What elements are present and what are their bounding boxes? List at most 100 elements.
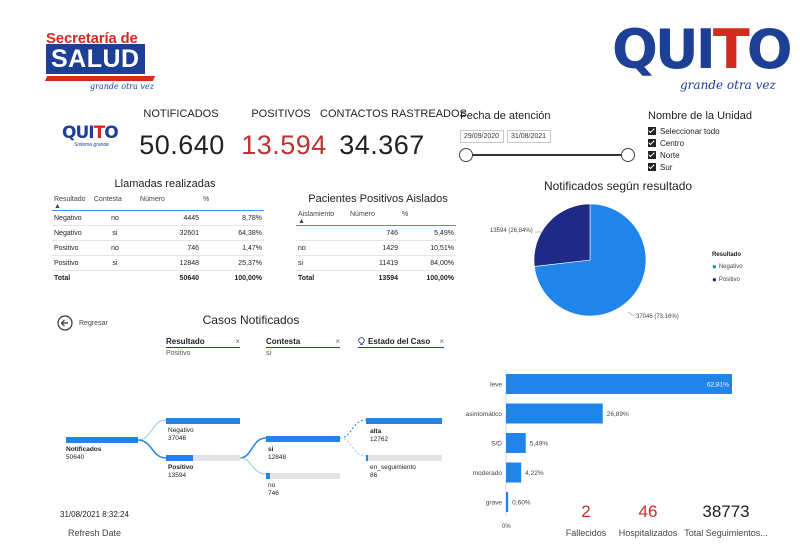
bar-leve[interactable] [506, 374, 732, 394]
table-row[interactable]: no 1429 10,51% [296, 240, 456, 256]
isolated-table-title: Pacientes Positivos Aislados [308, 193, 448, 205]
tree-node-si[interactable]: si 12848 [268, 446, 287, 461]
tree-node-negativo[interactable]: Negativo 37046 [168, 427, 194, 442]
pie-label-negativo: 37046 (73,16%) [636, 314, 679, 320]
unit-option-select-all[interactable]: Seleccionar todo [648, 125, 720, 137]
table-header-row: Aislamiento ▲ Número % [296, 211, 456, 226]
tree-node-bar[interactable] [366, 455, 368, 461]
fallecidos-label: Fallecidos [565, 528, 607, 538]
bar-moderado[interactable] [506, 462, 522, 483]
decomp-filter-resultado[interactable]: Resultado × Positivo [166, 337, 240, 357]
column-header[interactable]: % [201, 196, 264, 211]
decomp-filter-estado[interactable]: Estado del Caso × [358, 337, 444, 348]
secretaria-salud-logo: Secretaría de SALUD grande otra vez [44, 30, 158, 96]
column-header[interactable]: Contesta [91, 196, 139, 211]
back-arrow-icon [57, 315, 73, 331]
tree-node-bar[interactable] [366, 418, 442, 424]
tree-node-bar[interactable] [166, 455, 193, 461]
positivos-value: 13.594 [241, 130, 327, 160]
refresh-datetime: 31/08/2021 8:32:24 [60, 510, 129, 519]
bar-category-label: asintomático [466, 411, 503, 418]
legend-dot-icon: ● [712, 262, 717, 271]
tree-node-bar[interactable] [166, 418, 240, 424]
notificados-label: NOTIFICADOS [143, 108, 219, 120]
bar-axis-zero-label: 0% [502, 524, 511, 530]
table-row[interactable]: Positivo si 12848 25,37% [52, 255, 264, 271]
tree-node-positivo[interactable]: Positivo 13594 [168, 464, 194, 479]
bar-grave[interactable] [506, 492, 509, 512]
bar-value-label: 4,22% [525, 470, 544, 477]
bar-value-label: 0,60% [512, 500, 531, 507]
table-row[interactable]: Negativo si 32601 64,38% [52, 225, 264, 241]
bar-asintom-tico[interactable] [506, 403, 603, 424]
date-slider-start-handle[interactable] [459, 148, 473, 162]
close-icon[interactable]: × [235, 337, 240, 346]
quito-logo-tagline: grande otra vez [680, 78, 776, 92]
fallecidos-value: 2 [581, 502, 591, 521]
table-row[interactable]: 746 5,49% [296, 225, 456, 241]
table-row[interactable]: Negativo no 4445 8,78% [52, 210, 264, 226]
decomp-filter-contesta[interactable]: Contesta × si [266, 337, 340, 357]
tree-node-bar[interactable] [266, 473, 270, 479]
date-slider-track[interactable] [466, 154, 628, 156]
sort-ascending-icon: ▲ [298, 218, 305, 225]
salud-logo-tagline: grande otra vez [90, 82, 154, 91]
checkbox-checked-icon[interactable] [648, 163, 656, 171]
tree-connector [137, 419, 167, 441]
legend-item-positivo[interactable]: ● Positivo [712, 275, 740, 284]
pie-chart [533, 203, 647, 317]
bar-value-label: 62,81% [707, 382, 729, 389]
tree-connector [239, 457, 267, 475]
table-header-row: Resultado ▲ Contesta Número % [52, 196, 264, 211]
tree-node-bar[interactable] [66, 437, 138, 443]
table-row[interactable]: si 11419 84,00% [296, 255, 456, 271]
tree-node-en-seguimiento[interactable]: en_seguimiento 86 [370, 464, 416, 479]
unit-option-norte[interactable]: Norte [648, 149, 720, 161]
bar-category-label: moderado [473, 470, 503, 477]
unit-option-centro[interactable]: Centro [648, 137, 720, 149]
date-slider-end-handle[interactable] [621, 148, 635, 162]
tree-connector [239, 437, 267, 459]
column-header[interactable]: % [400, 211, 456, 226]
close-icon[interactable]: × [439, 337, 444, 346]
pie-chart-title: Notificados según resultado [543, 179, 693, 193]
tree-node-root[interactable]: Notificados 50640 [66, 446, 102, 461]
bar-category-label: leve [490, 382, 502, 389]
table-total-row: Total 50640 100,00% [52, 270, 264, 286]
checkbox-checked-icon[interactable] [648, 127, 656, 135]
checkbox-checked-icon[interactable] [648, 139, 656, 147]
tree-node-alta[interactable]: alta 12762 [370, 428, 389, 443]
notificados-value: 50.640 [139, 130, 225, 160]
hospitalizados-label: Hospitalizados [618, 528, 678, 538]
checkbox-checked-icon[interactable] [648, 151, 656, 159]
tree-node-bar[interactable] [266, 436, 340, 442]
seguimientos-value: 38773 [702, 502, 750, 521]
legend-item-negativo[interactable]: ● Negativo [712, 262, 743, 271]
column-header[interactable]: Número [138, 196, 202, 211]
tree-node-no[interactable]: no 746 [268, 482, 279, 497]
unit-option-sur[interactable]: Sur [648, 161, 720, 173]
bar-s-d[interactable] [506, 433, 526, 453]
table-total-row: Total 13594 100,00% [296, 270, 456, 286]
bar-category-label: S/D [491, 441, 502, 448]
back-button[interactable]: Regresar [57, 315, 108, 331]
tree-node-bar-background [166, 455, 240, 461]
date-end-input[interactable]: 31/08/2021 [507, 130, 551, 143]
close-icon[interactable]: × [335, 337, 340, 346]
legend-dot-icon: ● [712, 275, 717, 284]
seguimientos-label: Total Seguimientos... [684, 528, 768, 538]
pie-label-positivo: 13594 (26,84%) [490, 228, 533, 234]
refresh-date-label: Refresh Date [68, 528, 122, 538]
salud-logo-stripe [44, 76, 156, 81]
lightbulb-icon [358, 337, 365, 345]
column-header[interactable]: Aislamiento ▲ [296, 211, 348, 226]
pie-slice-positivo[interactable] [533, 203, 591, 267]
tree-node-bar-background [266, 473, 340, 479]
date-start-input[interactable]: 29/09/2020 [460, 130, 504, 143]
date-filter-title: Fecha de atención [460, 110, 551, 122]
column-header[interactable]: Número [348, 211, 400, 226]
column-header[interactable]: Resultado ▲ [52, 196, 92, 211]
table-row[interactable]: Positivo no 746 1,47% [52, 240, 264, 256]
severity-bar-chart: leve 62,81% asintomático 26,89% S/D 5,49% mode… [466, 370, 732, 516]
isolated-table: Aislamiento ▲ Número % 746 5,49% no 1429 10,… [296, 211, 456, 286]
